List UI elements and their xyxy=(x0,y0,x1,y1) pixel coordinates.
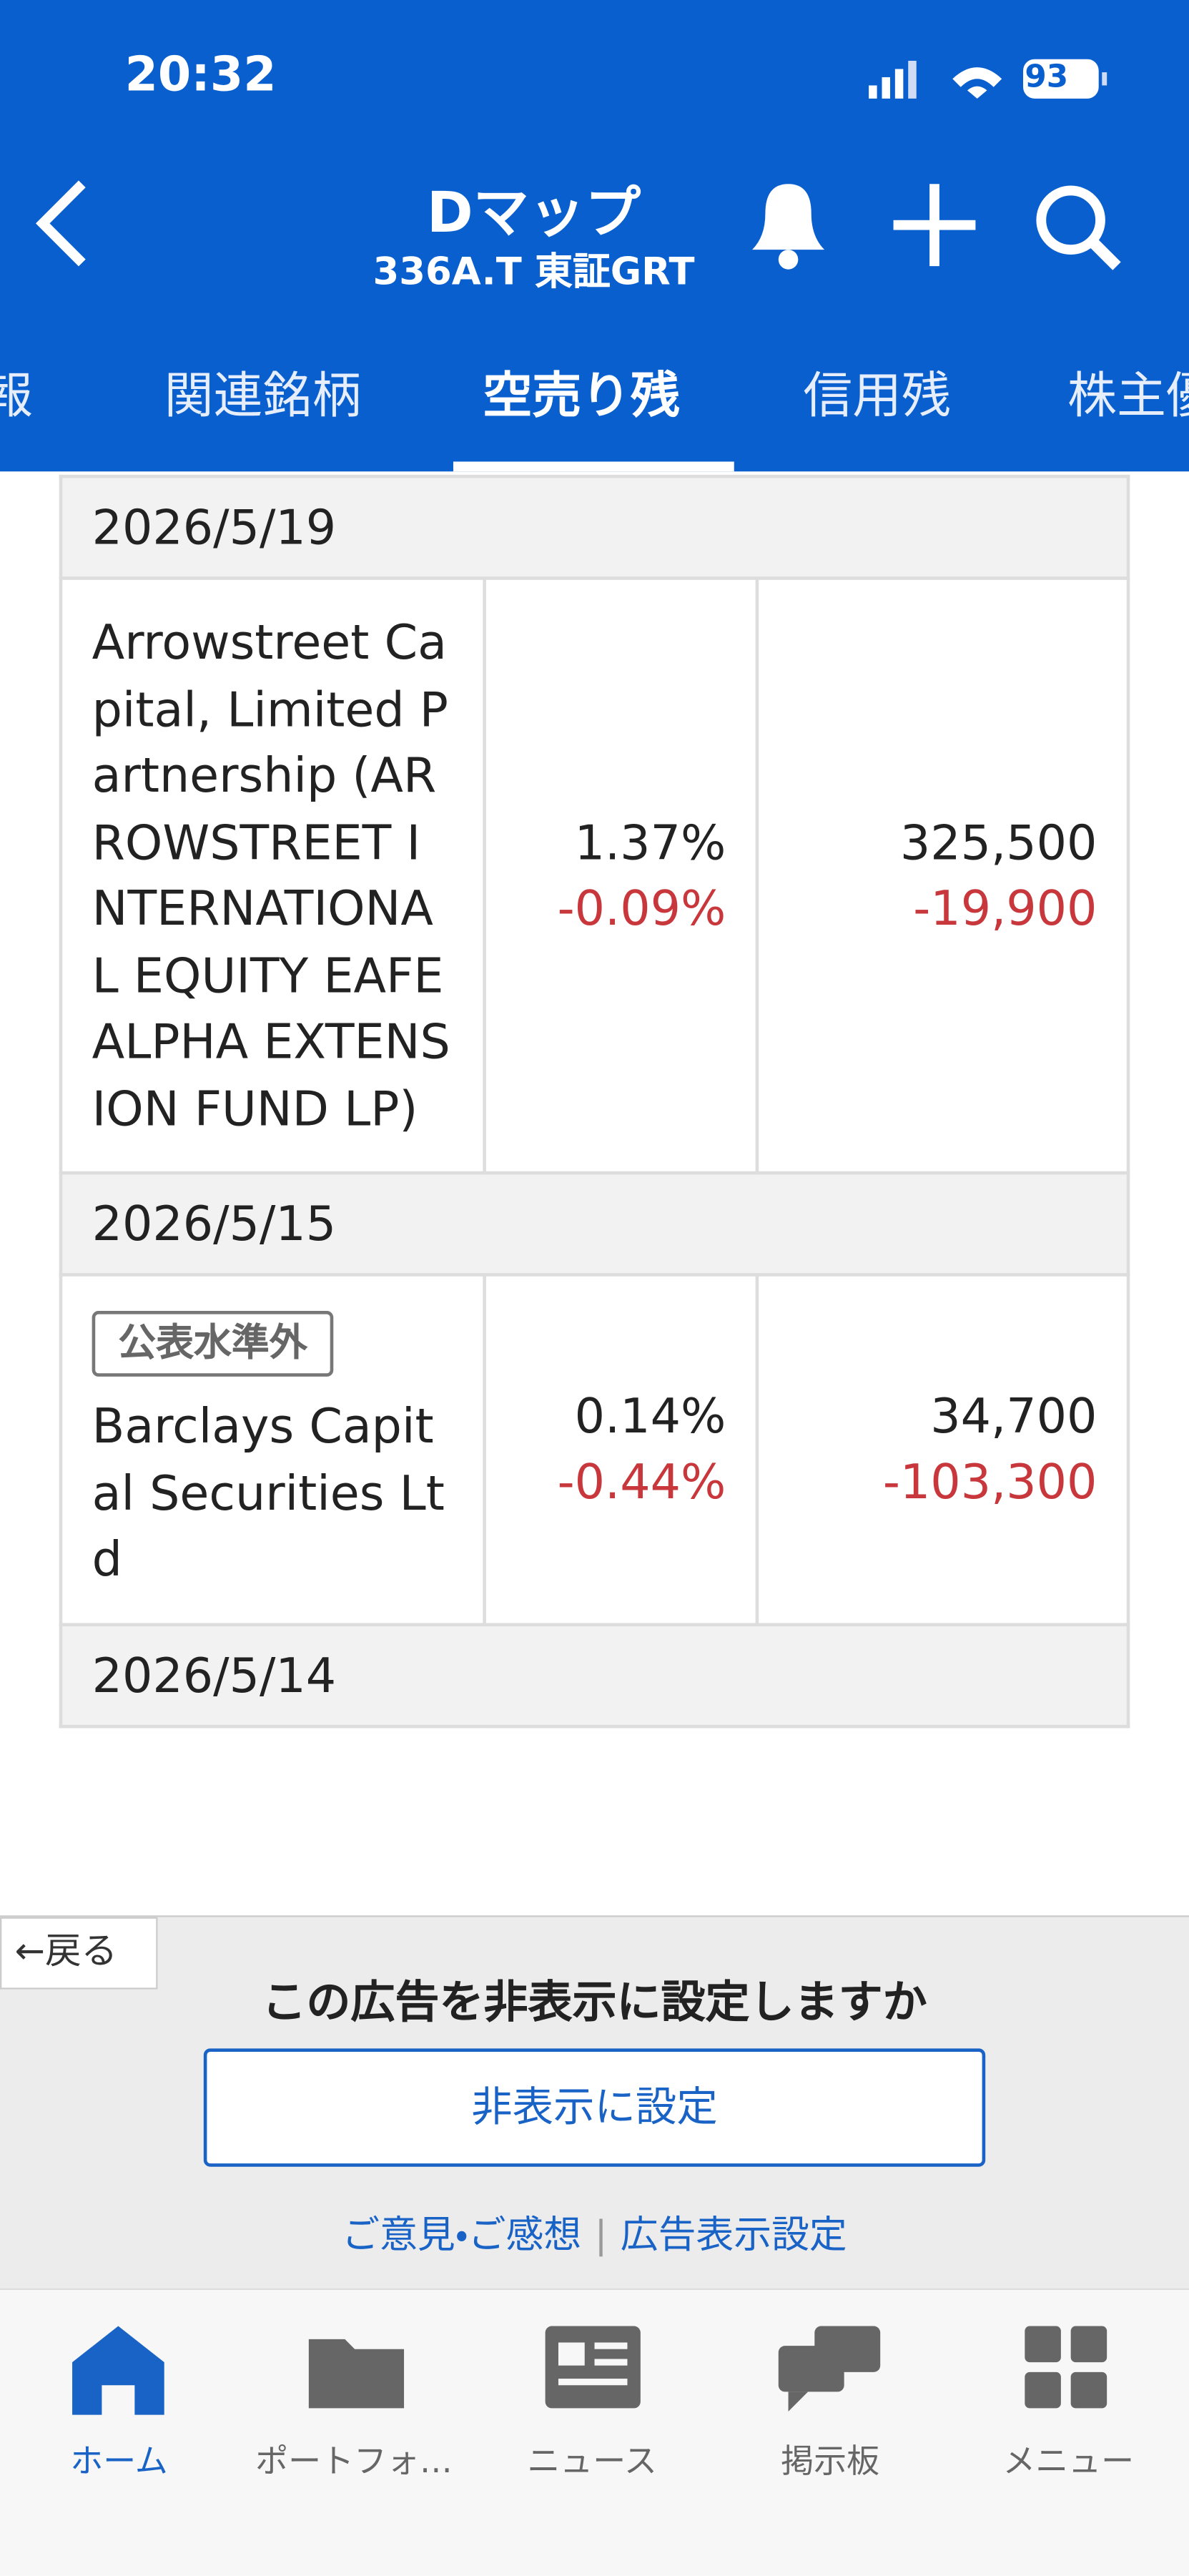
tab-indicator xyxy=(453,461,734,472)
battery: 93 xyxy=(1025,59,1069,96)
back-button[interactable] xyxy=(26,177,99,270)
ratio-change: -0.44% xyxy=(557,1454,726,1510)
tab[interactable]: 株主優 xyxy=(1067,368,1189,426)
header: 20:32 93 Dマップ 336A.T 東証GRT 情報 関連銘柄 空売り残 … xyxy=(0,0,1189,472)
title: Dマップ xyxy=(426,180,641,247)
tab[interactable]: 情報 xyxy=(0,355,33,427)
holder-name: Barclays Capital Securities Ltd xyxy=(92,1397,445,1587)
ad-back-label: 戻る xyxy=(45,1932,118,1973)
date: 2026/5/19 xyxy=(59,474,1130,580)
ad-link[interactable]: 広告表示設定 xyxy=(620,2214,847,2258)
shares: 34,700 xyxy=(930,1388,1097,1445)
ratio-change: -0.09% xyxy=(557,880,726,937)
ad-back[interactable]: ←戻る xyxy=(0,1917,158,1990)
tab[interactable]: 関連銘柄 xyxy=(164,368,362,426)
tab[interactable]: 信用残 xyxy=(803,368,951,426)
status-icons xyxy=(869,59,1107,99)
nav-icons xyxy=(72,2326,1107,2415)
ad-panel: ←戻る この広告を非表示に設定しますか 非表示に設定 ご意見・ご感想 | 広告表示設… xyxy=(0,1915,1189,2291)
time: 20:32 xyxy=(124,46,277,102)
short-table: 2026/5/19 Arrowstreet Capital, Limited P… xyxy=(59,474,1130,1728)
ratio: 0.14% xyxy=(574,1388,726,1445)
nav-item[interactable]: メニュー xyxy=(1002,2441,1135,2481)
shares: 325,500 xyxy=(899,815,1097,871)
nav-item[interactable]: ポートフォ… xyxy=(255,2441,453,2481)
ad-links: ご意見・ご感想 | 広告表示設定 xyxy=(342,2214,847,2258)
ad-link[interactable]: ご意見・ご感想 xyxy=(342,2214,582,2258)
date: 2026/5/14 xyxy=(59,1622,1130,1728)
ad-hide-button[interactable]: 非表示に設定 xyxy=(203,2048,986,2167)
tab-active[interactable]: 空売り残 xyxy=(483,368,680,426)
shares-change: -103,300 xyxy=(882,1454,1097,1510)
nav-item[interactable]: 掲示板 xyxy=(781,2441,880,2481)
subtitle: 336A.T 東証GRT xyxy=(373,251,695,295)
date: 2026/5/15 xyxy=(59,1171,1130,1277)
header-icons[interactable] xyxy=(742,177,1136,276)
nav-item[interactable]: ニュース xyxy=(527,2441,657,2481)
holder-name: Arrowstreet Capital, Limited Partnership… xyxy=(59,576,486,1175)
ad-question: この広告を非表示に設定しますか xyxy=(262,1977,927,2029)
nav-item-active[interactable]: ホーム xyxy=(70,2441,168,2481)
bottom-nav: ホーム ポートフォ… ニュース 掲示板 メニュー xyxy=(0,2288,1189,2576)
ratio: 1.37% xyxy=(574,815,726,871)
badge: 公表水準外 xyxy=(92,1311,334,1377)
shares-change: -19,900 xyxy=(913,880,1097,937)
